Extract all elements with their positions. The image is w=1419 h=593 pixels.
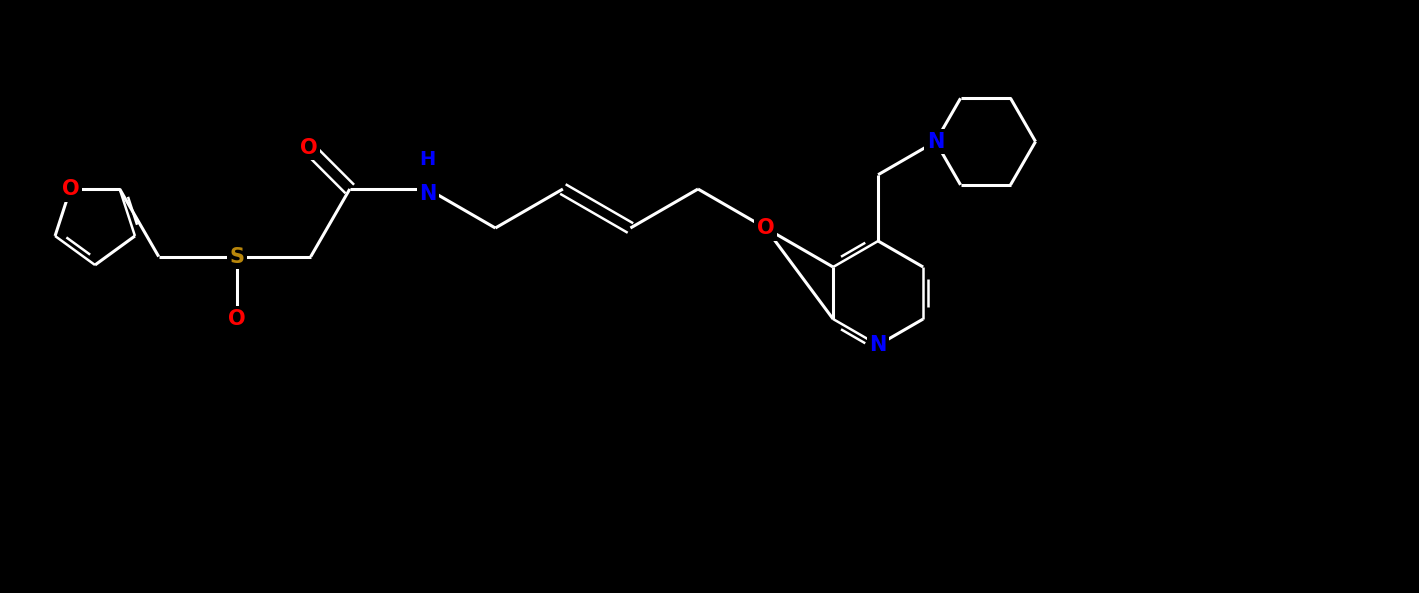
Text: N: N xyxy=(419,184,437,204)
Text: N: N xyxy=(927,132,944,152)
Text: O: O xyxy=(299,138,318,158)
Text: O: O xyxy=(61,179,79,199)
Text: N: N xyxy=(870,335,887,355)
Text: O: O xyxy=(228,308,245,329)
Text: S: S xyxy=(230,247,244,267)
Text: H: H xyxy=(420,149,436,168)
Text: O: O xyxy=(756,218,775,238)
